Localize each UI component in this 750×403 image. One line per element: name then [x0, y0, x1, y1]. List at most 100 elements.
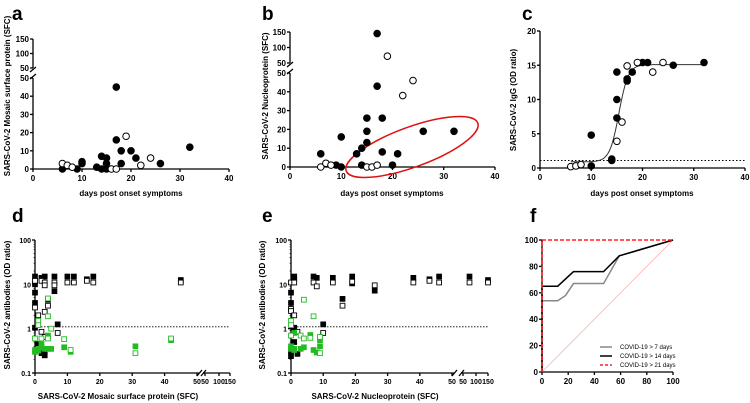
data-point-green-open: [45, 335, 51, 342]
data-point-green-open: [32, 335, 38, 342]
data-point-black-filled: [294, 351, 301, 357]
data-point-filled: [613, 68, 621, 76]
data-point-black-open: [320, 330, 327, 336]
data-point-green-open: [317, 334, 323, 340]
data-point-black-open: [426, 277, 433, 284]
data-point-filled: [393, 150, 402, 158]
data-point-filled: [337, 163, 346, 171]
data-point-open: [122, 132, 130, 141]
data-point-open: [577, 160, 585, 169]
data-point-open: [146, 154, 155, 162]
panel-label-a: a: [12, 4, 23, 25]
y-tick-label-f: 20: [529, 342, 538, 351]
x-tick-label-c: 30: [689, 173, 698, 182]
y-axis-label-a: SARS-CoV-2 Mosaic surface protein (SFC): [3, 15, 12, 176]
data-point-filled: [117, 159, 125, 168]
data-point-black-open: [339, 302, 346, 309]
y-tick-label-c: 5: [532, 130, 537, 139]
y-tick-label-b: 50: [277, 59, 286, 68]
y-tick-label-e: 0.1: [277, 371, 287, 378]
data-point-black-filled: [288, 353, 294, 359]
axis-break-a: [29, 66, 37, 73]
panel-label-e: e: [262, 206, 273, 227]
y-tick-label-a: 40: [20, 92, 29, 101]
data-point-filled: [363, 138, 371, 147]
y-tick-label-b: 20: [277, 125, 286, 134]
data-point-open: [383, 52, 392, 60]
data-point-black-open: [45, 302, 51, 309]
x-tick-label-e: 50: [459, 379, 467, 386]
data-point-filled: [357, 144, 366, 152]
data-point-open: [112, 165, 121, 173]
data-point-filled: [607, 155, 616, 163]
panel-label-c: c: [522, 4, 533, 25]
x-tick-label-b: 0: [288, 172, 293, 181]
x-tick-label-c: 10: [587, 173, 596, 182]
highlight-ellipse: [345, 115, 479, 179]
data-point-black-filled: [288, 300, 294, 306]
data-point-green-filled: [35, 347, 42, 354]
data-point-filled: [613, 95, 621, 104]
data-point-black-open: [466, 279, 473, 286]
data-point-black-filled: [54, 321, 61, 328]
y-axis-label-c: SARS-CoV-2 IgG (OD ratio): [509, 49, 518, 152]
data-point-filled: [378, 148, 387, 156]
panel-label-d: d: [12, 206, 24, 227]
data-point-black-open: [41, 282, 48, 289]
data-point-black-filled: [64, 273, 71, 280]
data-point-open: [409, 76, 417, 85]
x-tick-label-e: 40: [416, 379, 424, 386]
data-point-black-open: [485, 279, 491, 286]
y-tick-label-c: 10: [527, 96, 536, 105]
x-tick-label-e: 30: [384, 379, 392, 386]
x-tick-label-a: 0: [31, 174, 36, 183]
data-point-black-open: [90, 279, 97, 286]
x-tick-label-f: 40: [590, 377, 599, 386]
roc-line-1: [541, 239, 674, 372]
data-point-filled: [186, 143, 194, 151]
y-tick-label-d: 0.1: [21, 371, 31, 378]
data-point-black-open: [32, 304, 38, 311]
data-point-filled: [623, 77, 631, 85]
x-tick-label-d: 40: [161, 379, 169, 386]
x-tick-label-a: 30: [176, 174, 185, 183]
data-point-black-filled: [41, 273, 48, 280]
data-point-black-filled: [313, 275, 320, 281]
x-axis-label-b: days post onset symptoms: [340, 189, 444, 198]
y-tick-label-f: 60: [529, 289, 538, 298]
data-point-filled: [132, 154, 140, 162]
y-tick-label-f: 40: [529, 315, 538, 324]
x-tick-label-b: 40: [491, 172, 500, 181]
data-point-black-filled: [51, 288, 58, 295]
data-point-green-open: [45, 295, 51, 302]
y-tick-label-b: 150: [273, 28, 287, 37]
data-point-open: [623, 62, 631, 70]
y-tick-label-b: 50: [277, 69, 286, 78]
data-point-filled: [628, 68, 637, 76]
data-point-filled: [316, 150, 325, 158]
x-tick-label-f: 100: [666, 377, 680, 386]
data-point-filled: [112, 136, 121, 144]
data-point-open: [613, 137, 621, 146]
data-point-black-open: [83, 277, 90, 284]
legend-label: COVID-19 > 14 days: [620, 354, 676, 360]
y-tick-label-d: 10: [23, 282, 31, 289]
x-tick-label-a: 40: [225, 174, 234, 183]
data-point-filled: [78, 157, 86, 166]
x-axis-label-e: SARS-CoV-2 Nucleoprotein (SFC): [311, 392, 438, 401]
x-axis-label-d: SARS-CoV-2 Mosaic surface protein (SFC): [38, 392, 199, 401]
x-tick-label-b: 20: [388, 172, 397, 181]
x-tick-label-a: 20: [127, 174, 136, 183]
panel-label-b: b: [262, 4, 274, 25]
y-tick-label-a: 50: [20, 74, 29, 83]
x-tick-label-d: 100: [213, 379, 225, 386]
data-point-open: [633, 58, 642, 67]
y-tick-label-f: 0: [534, 368, 539, 377]
data-point-black-filled: [41, 352, 48, 359]
data-point-black-open: [330, 279, 336, 286]
data-point-green-filled: [301, 344, 307, 351]
data-point-open: [648, 68, 657, 76]
data-point-black-open: [349, 278, 356, 285]
y-tick-label-e: 10: [279, 282, 287, 289]
x-tick-label-e: 100: [470, 379, 482, 386]
